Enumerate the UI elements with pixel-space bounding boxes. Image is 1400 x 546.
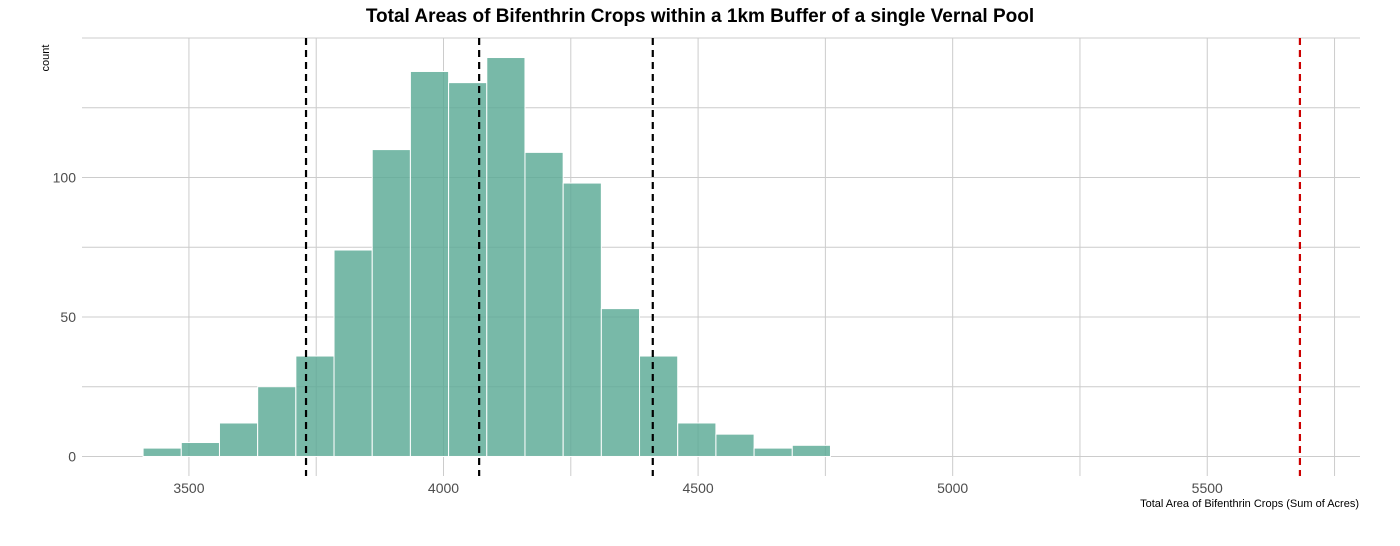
x-tick-label: 4500 (683, 480, 714, 496)
histogram-bar (257, 386, 297, 457)
x-tick-label: 5500 (1192, 480, 1223, 496)
y-tick-label: 50 (60, 309, 76, 325)
histogram-bar (409, 70, 450, 457)
reference-lines (304, 38, 1302, 476)
y-axis-label: count (40, 45, 52, 72)
histogram-bar (562, 182, 602, 457)
x-tick-label: 5000 (937, 480, 968, 496)
histogram-bar (333, 249, 373, 457)
x-tick-labels: 3500 4000 4500 5000 5500 (173, 480, 1223, 496)
histogram-bar (448, 82, 488, 457)
histogram-bar (218, 422, 259, 457)
y-tick-label: 100 (53, 169, 77, 185)
histogram-bar (600, 308, 641, 457)
histogram-bar (142, 447, 182, 457)
histogram-bar (639, 355, 679, 457)
histogram-bar (486, 57, 526, 457)
x-tick-label: 3500 (173, 480, 204, 496)
histogram-bar (295, 355, 335, 457)
y-tick-label: 0 (68, 448, 76, 464)
x-tick-label: 4000 (428, 480, 459, 496)
histogram-bar (371, 149, 411, 457)
chart-title: Total Areas of Bifenthrin Crops within a… (365, 6, 1035, 27)
histogram-bar (753, 447, 793, 457)
histogram-bar (180, 442, 220, 457)
histogram-bar (791, 444, 831, 457)
histogram-bars (142, 57, 831, 457)
histogram-bar (715, 433, 755, 457)
histogram-bar (677, 422, 717, 457)
y-tick-labels: 0 50 100 (53, 169, 77, 464)
histogram-bar (524, 151, 564, 457)
x-axis-label: Total Area of Bifenthrin Crops (Sum of A… (1140, 498, 1359, 510)
